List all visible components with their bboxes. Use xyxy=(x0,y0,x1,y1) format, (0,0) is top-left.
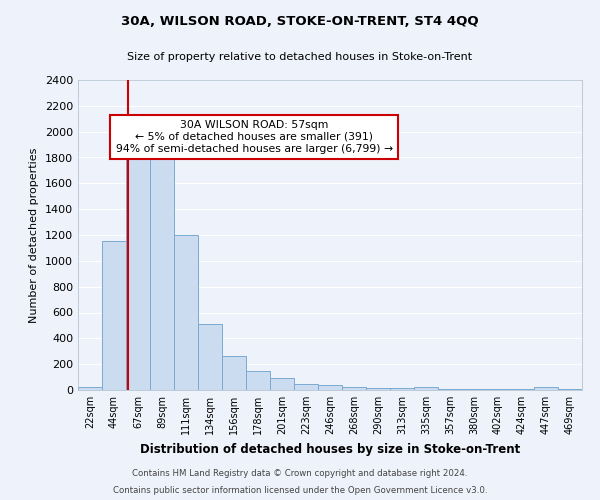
Bar xyxy=(198,324,222,390)
Bar xyxy=(174,235,198,390)
Text: Size of property relative to detached houses in Stoke-on-Trent: Size of property relative to detached ho… xyxy=(127,52,473,62)
Bar xyxy=(246,370,270,390)
Bar xyxy=(342,388,366,390)
Bar xyxy=(318,385,342,390)
X-axis label: Distribution of detached houses by size in Stoke-on-Trent: Distribution of detached houses by size … xyxy=(140,442,520,456)
Bar xyxy=(414,388,438,390)
Bar xyxy=(222,356,246,390)
Bar xyxy=(366,388,390,390)
Bar xyxy=(78,387,102,390)
Bar xyxy=(150,154,174,390)
Text: 30A WILSON ROAD: 57sqm
← 5% of detached houses are smaller (391)
94% of semi-det: 30A WILSON ROAD: 57sqm ← 5% of detached … xyxy=(116,120,393,154)
Bar xyxy=(126,140,150,390)
Bar xyxy=(390,388,414,390)
Y-axis label: Number of detached properties: Number of detached properties xyxy=(29,148,40,322)
Bar xyxy=(294,384,318,390)
Text: 30A, WILSON ROAD, STOKE-ON-TRENT, ST4 4QQ: 30A, WILSON ROAD, STOKE-ON-TRENT, ST4 4Q… xyxy=(121,15,479,28)
Text: Contains HM Land Registry data © Crown copyright and database right 2024.: Contains HM Land Registry data © Crown c… xyxy=(132,468,468,477)
Bar xyxy=(102,242,126,390)
Bar xyxy=(270,378,294,390)
Bar xyxy=(534,388,558,390)
Text: Contains public sector information licensed under the Open Government Licence v3: Contains public sector information licen… xyxy=(113,486,487,495)
